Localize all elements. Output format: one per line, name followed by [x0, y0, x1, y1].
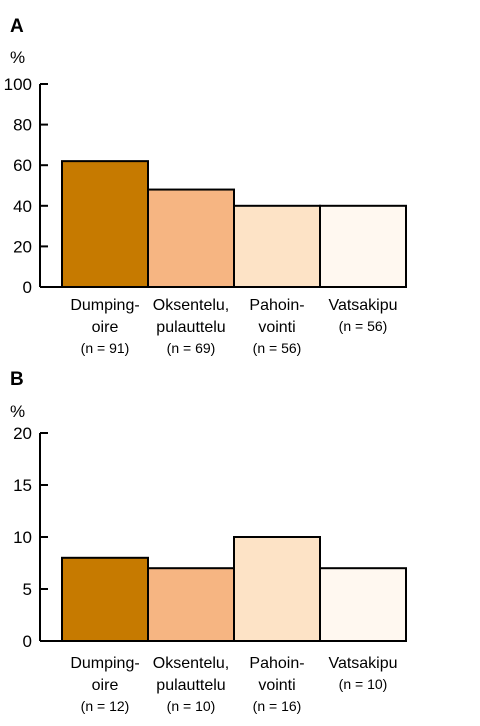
panel-a-y-tick-label: 60	[13, 156, 32, 175]
panel-a-category-label: pulauttelu	[156, 319, 225, 336]
panel-a-bar-4	[319, 204, 407, 288]
panel-b-bar-2	[147, 567, 235, 643]
panel-b-n-label: (n = 12)	[81, 698, 130, 714]
panel-a: A% 0 20 40 60 80 100 Dumping-oire (n = 91) Oksent…	[4, 16, 407, 356]
panel-b-category-label: Pahoin-	[249, 655, 304, 672]
panel-b-n-label: (n = 16)	[253, 698, 302, 714]
panel-b-y-tick-label: 10	[13, 528, 32, 547]
panel-b-y-tick-label: 15	[13, 476, 32, 495]
panel-b-y-tick-label: 0	[23, 632, 32, 651]
panel-a-category-label: Vatsakipu	[328, 297, 397, 314]
panel-a-letter: A	[10, 16, 24, 37]
panel-a-category-label: Pahoin-	[249, 297, 304, 314]
panel-a-n-label: (n = 91)	[81, 340, 130, 356]
panel-a-category-label: vointi	[258, 319, 295, 336]
panel-a-y-unit: %	[10, 48, 25, 67]
panel-b-letter: B	[10, 369, 24, 390]
panel-a-n-label: (n = 56)	[339, 318, 388, 334]
panel-a-y-tick-label: 0	[23, 278, 32, 297]
panel-b-n-label: (n = 10)	[339, 676, 388, 692]
panel-a-y-tick-label: 40	[13, 197, 32, 216]
panel-a-n-label: (n = 69)	[167, 340, 216, 356]
panel-b-y-tick-label: 5	[23, 580, 32, 599]
panel-b-y-tick-label: 20	[13, 424, 32, 443]
panel-a-category-label: Oksentelu,	[153, 297, 229, 314]
panel-a-n-label: (n = 56)	[253, 340, 302, 356]
panel-a-category-label: Dumping-	[70, 297, 139, 314]
panel-a-category-label: oire	[92, 319, 119, 336]
panel-b-category-label: pulauttelu	[156, 677, 225, 694]
panel-b-bar-3	[233, 536, 321, 642]
panel-a-bar-1	[61, 160, 149, 288]
panel-b-category-label: Dumping-	[70, 655, 139, 672]
panel-a-y-tick-label: 20	[13, 237, 32, 256]
panel-b: B% 0 5 10 15 20 Dumping-oire (n = 12) Oksentelu,…	[10, 369, 407, 714]
panel-b-category-label: Vatsakipu	[328, 655, 397, 672]
panel-b-category-label: oire	[92, 677, 119, 694]
panel-a-y-tick-label: 80	[13, 116, 32, 135]
panel-b-category-label: Oksentelu,	[153, 655, 229, 672]
panel-b-bar-1	[61, 556, 149, 642]
panel-b-bar-4	[319, 567, 407, 643]
panel-b-category-label: vointi	[258, 677, 295, 694]
panel-b-y-unit: %	[10, 402, 25, 421]
panel-b-n-label: (n = 10)	[167, 698, 216, 714]
panel-a-bar-3	[233, 204, 321, 288]
panel-a-y-tick-label: 100	[4, 75, 32, 94]
panel-a-bar-2	[147, 188, 235, 288]
